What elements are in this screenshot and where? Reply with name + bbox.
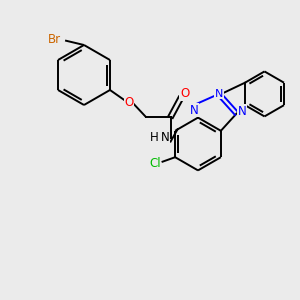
Text: H: H [150, 130, 158, 144]
Text: N: N [190, 103, 199, 117]
Text: N: N [161, 130, 170, 144]
Text: Cl: Cl [149, 157, 161, 170]
Text: Br: Br [48, 33, 62, 46]
Text: N: N [215, 89, 223, 99]
Text: N: N [238, 105, 246, 118]
Text: O: O [124, 95, 134, 109]
Text: O: O [180, 87, 189, 101]
